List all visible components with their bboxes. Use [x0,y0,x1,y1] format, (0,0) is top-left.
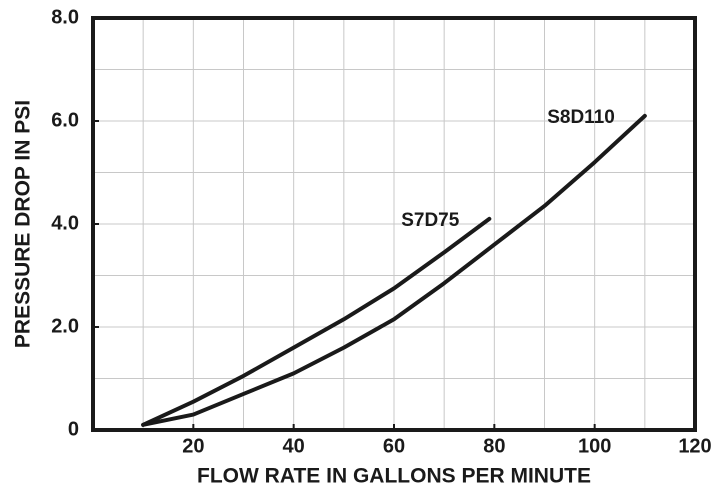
x-tick-label: 120 [678,435,711,457]
plot-frame [91,16,697,432]
x-tick-label: 80 [483,435,505,457]
series-line [141,216,492,427]
y-tick-label: 0 [68,418,79,440]
x-tick-label: 60 [383,435,405,457]
series-line [141,113,647,427]
y-tick-label: 2.0 [51,315,79,337]
series-label: S7D75 [401,210,460,231]
y-tick-label: 8.0 [51,6,79,28]
y-axis-title: PRESSURE DROP IN PSI [12,100,35,348]
x-tick-label: 40 [283,435,305,457]
x-tick-label: 20 [182,435,204,457]
x-axis-title: FLOW RATE IN GALLONS PER MINUTE [197,465,591,488]
y-tick-label: 6.0 [51,109,79,131]
x-tick-label: 100 [578,435,611,457]
series-label: S8D110 [547,107,615,128]
y-tick-label: 4.0 [51,212,79,234]
